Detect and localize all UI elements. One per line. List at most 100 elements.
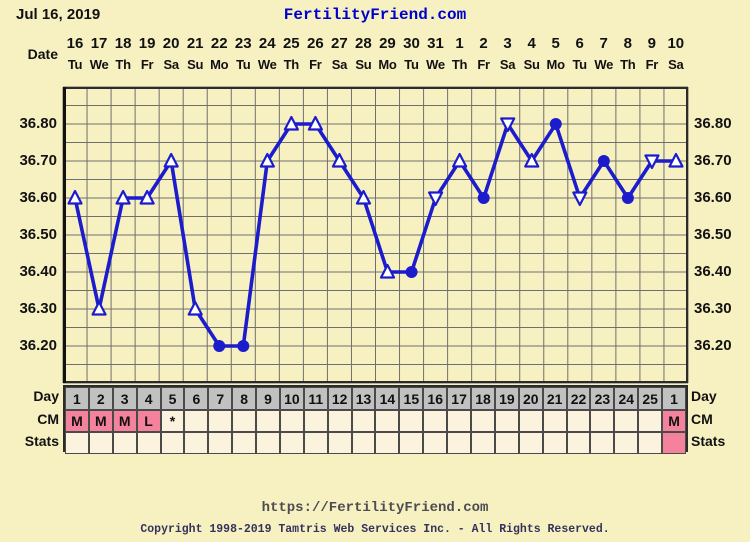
date-number: 28 (355, 35, 372, 52)
temp-marker-triangle-up (139, 189, 155, 205)
date-column: 23 Tu (231, 34, 255, 80)
day-cell: 12 (327, 387, 352, 410)
day-cell: 2 (88, 387, 113, 410)
weekday-label: We (426, 57, 445, 72)
stats-cell (542, 432, 567, 454)
row-label-day-right: Day (691, 388, 717, 404)
day-cell: 9 (256, 387, 280, 410)
date-number: 20 (162, 35, 180, 52)
y-tick-label: 36.50 (694, 226, 732, 243)
day-cell: 3 (112, 387, 137, 410)
date-column: 1 Th (448, 34, 472, 80)
date-column: 26 Fr (303, 34, 327, 80)
temp-marker-triangle-up (163, 152, 179, 168)
row-label-stats-left: Stats (24, 433, 59, 449)
stats-cell (184, 432, 209, 454)
weekday-label: Tu (572, 57, 588, 72)
day-cell: 11 (303, 387, 328, 410)
temp-marker-triangle-up (115, 189, 131, 205)
temp-marker-triangle-up (331, 152, 348, 168)
weekday-label: Su (355, 57, 372, 72)
weekday-label: Sa (668, 57, 684, 72)
footer-url-link[interactable]: https://FertilityFriend.com (261, 500, 489, 516)
stats-cell (662, 432, 686, 454)
stats-cell (447, 432, 472, 454)
cm-cell: * (160, 410, 185, 432)
stats-cell (279, 432, 304, 454)
date-number: 10 (667, 35, 685, 52)
temp-marker-triangle-up (259, 152, 275, 168)
weekday-label: We (594, 57, 614, 72)
date-number: 7 (599, 35, 608, 52)
stats-cell (136, 432, 161, 454)
cm-cell (351, 410, 376, 432)
y-tick-label: 36.20 (694, 337, 732, 354)
weekday-label: Tu (67, 57, 83, 72)
date-number: 6 (575, 35, 584, 52)
temp-marker-triangle-up (379, 263, 396, 279)
bottom-table: 1 2 3 4 5 6 7 8 9 10 11 12 13 14 15 16 17 18 19 20 21 22 23 24 2… (63, 385, 688, 454)
temp-marker-circle (549, 118, 562, 130)
cm-cell (518, 410, 543, 432)
weekday-label: Fr (477, 57, 490, 72)
date-number: 27 (331, 35, 348, 52)
date-number: 23 (234, 35, 252, 52)
cm-cell (327, 410, 352, 432)
stats-cell (351, 432, 376, 454)
temp-marker-triangle-down (427, 191, 444, 207)
y-tick-label: 36.40 (19, 263, 57, 280)
stats-cell (112, 432, 137, 454)
cm-cell (614, 410, 639, 432)
date-column: 20 Sa (159, 34, 183, 80)
stats-cell (303, 432, 328, 454)
date-column: 17 We (87, 34, 111, 80)
date-number: 1 (455, 35, 464, 52)
weekday-label: Su (523, 57, 540, 72)
site-title-link[interactable]: FertilityFriend.com (283, 6, 467, 24)
date-column: 16 Tu (63, 34, 87, 80)
y-tick-label: 36.30 (19, 300, 57, 317)
stats-cell (232, 432, 257, 454)
cm-cell: L (136, 410, 161, 432)
y-tick-label: 36.70 (19, 152, 57, 169)
temp-marker-triangle-up (187, 300, 203, 316)
day-cell: 23 (590, 387, 615, 410)
temperature-chart (62, 86, 689, 384)
temp-marker-triangle-down (644, 154, 660, 170)
day-cell: 16 (423, 387, 448, 410)
temperature-line (73, 122, 678, 348)
date-column: 2 Fr (472, 34, 496, 80)
date-number: 17 (90, 35, 108, 52)
stats-cell (160, 432, 185, 454)
stats-cell (471, 432, 495, 454)
temp-marker-circle (597, 155, 610, 167)
date-number: 26 (306, 35, 324, 52)
weekday-label: Su (187, 57, 204, 72)
date-number: 18 (114, 35, 132, 52)
row-label-cm-left: CM (37, 411, 59, 427)
date-column: 24 We (255, 34, 279, 80)
date-number: 5 (551, 35, 560, 52)
temp-marker-triangle-up (67, 189, 83, 205)
weekday-label: We (89, 57, 109, 72)
stats-cell (614, 432, 639, 454)
temp-marker-triangle-up (452, 152, 468, 168)
weekday-label: Tu (236, 57, 251, 72)
day-cell: 4 (136, 387, 161, 410)
date-column: 18 Th (111, 34, 135, 80)
cm-cell (375, 410, 400, 432)
date-number: 2 (479, 35, 488, 52)
cm-cell: M (88, 410, 113, 432)
weekday-label: Sa (163, 57, 179, 72)
row-label-cm-right: CM (691, 411, 713, 427)
stats-cell (638, 432, 663, 454)
day-cell: 10 (279, 387, 304, 410)
weekday-label: Tu (404, 57, 419, 72)
date-number: 30 (403, 35, 420, 52)
date-column: 7 We (592, 34, 616, 80)
temp-marker-circle (477, 192, 490, 204)
weekday-label: Fr (140, 57, 154, 72)
date-column: 22 Mo (207, 34, 231, 80)
cm-cell (590, 410, 615, 432)
day-cell: 6 (184, 387, 209, 410)
